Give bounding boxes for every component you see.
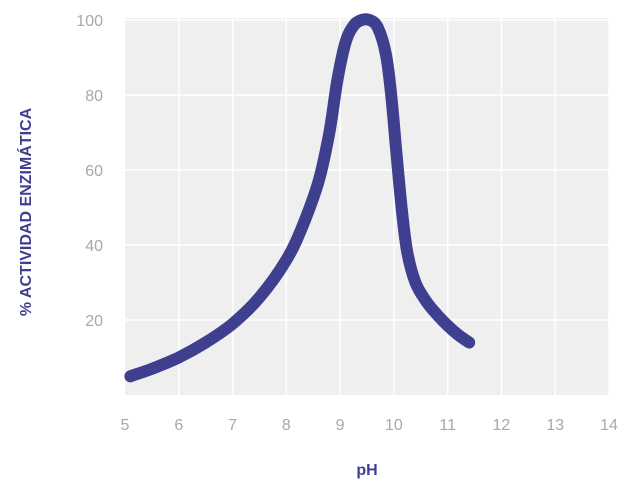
x-tick-label: 10 [385,417,403,434]
x-tick-label: 11 [439,417,456,434]
x-tick-label: 5 [121,417,130,434]
series-line [124,13,476,383]
y-tick-label: 60 [85,163,103,180]
x-tick-label: 6 [174,417,183,434]
y-tick-label: 40 [85,238,103,255]
x-tick-label: 8 [282,417,291,434]
x-tick-labels: 5 6 7 8 9 10 11 12 13 14 [121,417,618,434]
y-tick-label: 80 [85,88,103,105]
x-tick-label: 9 [336,417,345,434]
y-tick-labels: 20 40 60 80 100 [76,13,103,330]
x-axis-title: pH [356,462,377,479]
x-tick-label: 13 [546,417,564,434]
y-axis-title: % ACTIVIDAD ENZIMÁTICA [16,107,35,316]
y-tick-label: 100 [76,13,103,30]
y-tick-label: 20 [85,313,103,330]
x-tick-label: 7 [228,417,237,434]
x-tick-label: 12 [493,417,511,434]
x-tick-label: 14 [600,417,618,434]
plot-area [125,18,609,395]
